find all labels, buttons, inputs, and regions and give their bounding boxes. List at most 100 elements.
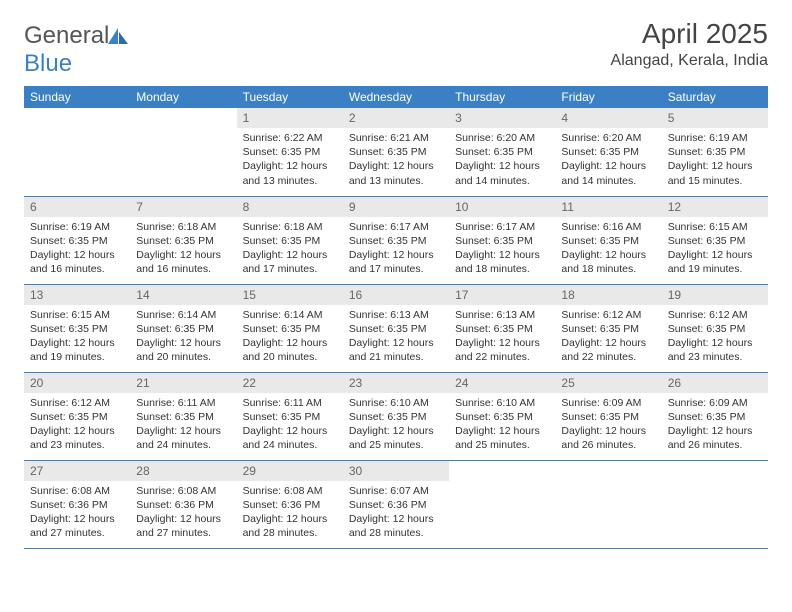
detail-line: Sunrise: 6:18 AM <box>136 220 230 234</box>
location-label: Alangad, Kerala, India <box>611 52 768 70</box>
calendar-cell: 19Sunrise: 6:12 AMSunset: 6:35 PMDayligh… <box>662 284 768 372</box>
detail-line: Sunrise: 6:09 AM <box>668 396 762 410</box>
calendar-cell: 9Sunrise: 6:17 AMSunset: 6:35 PMDaylight… <box>343 196 449 284</box>
calendar-row: 13Sunrise: 6:15 AMSunset: 6:35 PMDayligh… <box>24 284 768 372</box>
detail-line: Sunrise: 6:18 AM <box>243 220 337 234</box>
day-details: Sunrise: 6:08 AMSunset: 6:36 PMDaylight:… <box>24 481 130 547</box>
detail-line: Daylight: 12 hours <box>561 424 655 438</box>
calendar-cell: 29Sunrise: 6:08 AMSunset: 6:36 PMDayligh… <box>237 460 343 548</box>
calendar-cell: 8Sunrise: 6:18 AMSunset: 6:35 PMDaylight… <box>237 196 343 284</box>
day-number: 10 <box>449 197 555 217</box>
detail-line: Sunrise: 6:15 AM <box>30 308 124 322</box>
calendar-cell: 23Sunrise: 6:10 AMSunset: 6:35 PMDayligh… <box>343 372 449 460</box>
detail-line: and 25 minutes. <box>455 438 549 452</box>
day-header: Thursday <box>449 86 555 108</box>
calendar-cell <box>662 460 768 548</box>
detail-line: Sunrise: 6:15 AM <box>668 220 762 234</box>
detail-line: Sunrise: 6:13 AM <box>349 308 443 322</box>
day-header: Tuesday <box>237 86 343 108</box>
detail-line: Sunset: 6:35 PM <box>455 322 549 336</box>
day-details: Sunrise: 6:14 AMSunset: 6:35 PMDaylight:… <box>130 305 236 371</box>
calendar-table: SundayMondayTuesdayWednesdayThursdayFrid… <box>24 86 768 549</box>
page-header: General Blue April 2025 Alangad, Kerala,… <box>24 18 768 78</box>
calendar-cell <box>24 108 130 196</box>
logo-text: General Blue <box>24 22 129 78</box>
day-details: Sunrise: 6:18 AMSunset: 6:35 PMDaylight:… <box>237 217 343 283</box>
calendar-row: 6Sunrise: 6:19 AMSunset: 6:35 PMDaylight… <box>24 196 768 284</box>
calendar-cell: 5Sunrise: 6:19 AMSunset: 6:35 PMDaylight… <box>662 108 768 196</box>
detail-line: Sunrise: 6:19 AM <box>30 220 124 234</box>
day-details: Sunrise: 6:10 AMSunset: 6:35 PMDaylight:… <box>449 393 555 459</box>
detail-line: and 17 minutes. <box>243 262 337 276</box>
logo-sail-icon <box>107 27 129 45</box>
detail-line: Sunrise: 6:11 AM <box>136 396 230 410</box>
calendar-cell: 25Sunrise: 6:09 AMSunset: 6:35 PMDayligh… <box>555 372 661 460</box>
day-details: Sunrise: 6:12 AMSunset: 6:35 PMDaylight:… <box>662 305 768 371</box>
detail-line: Sunset: 6:35 PM <box>349 410 443 424</box>
detail-line: and 27 minutes. <box>30 526 124 540</box>
detail-line: Sunset: 6:36 PM <box>136 498 230 512</box>
detail-line: Sunset: 6:35 PM <box>561 322 655 336</box>
calendar-cell: 10Sunrise: 6:17 AMSunset: 6:35 PMDayligh… <box>449 196 555 284</box>
detail-line: Sunset: 6:35 PM <box>136 410 230 424</box>
detail-line: and 24 minutes. <box>243 438 337 452</box>
detail-line: Daylight: 12 hours <box>243 512 337 526</box>
calendar-cell: 1Sunrise: 6:22 AMSunset: 6:35 PMDaylight… <box>237 108 343 196</box>
day-details: Sunrise: 6:11 AMSunset: 6:35 PMDaylight:… <box>237 393 343 459</box>
day-number: 17 <box>449 285 555 305</box>
detail-line: Daylight: 12 hours <box>668 424 762 438</box>
detail-line: Sunrise: 6:17 AM <box>455 220 549 234</box>
calendar-cell: 20Sunrise: 6:12 AMSunset: 6:35 PMDayligh… <box>24 372 130 460</box>
day-number: 9 <box>343 197 449 217</box>
calendar-cell: 3Sunrise: 6:20 AMSunset: 6:35 PMDaylight… <box>449 108 555 196</box>
detail-line: Sunrise: 6:21 AM <box>349 131 443 145</box>
detail-line: and 19 minutes. <box>668 262 762 276</box>
detail-line: Sunrise: 6:11 AM <box>243 396 337 410</box>
day-number: 25 <box>555 373 661 393</box>
detail-line: Sunrise: 6:10 AM <box>349 396 443 410</box>
day-header-row: SundayMondayTuesdayWednesdayThursdayFrid… <box>24 86 768 108</box>
logo-word-1: General <box>24 22 109 49</box>
title-block: April 2025 Alangad, Kerala, India <box>611 18 768 70</box>
logo: General Blue <box>24 22 129 78</box>
detail-line: Sunrise: 6:08 AM <box>243 484 337 498</box>
detail-line: Sunrise: 6:20 AM <box>455 131 549 145</box>
calendar-cell: 28Sunrise: 6:08 AMSunset: 6:36 PMDayligh… <box>130 460 236 548</box>
detail-line: and 23 minutes. <box>668 350 762 364</box>
calendar-cell: 15Sunrise: 6:14 AMSunset: 6:35 PMDayligh… <box>237 284 343 372</box>
day-number: 13 <box>24 285 130 305</box>
detail-line: Daylight: 12 hours <box>30 248 124 262</box>
day-number: 21 <box>130 373 236 393</box>
day-details: Sunrise: 6:21 AMSunset: 6:35 PMDaylight:… <box>343 128 449 194</box>
detail-line: and 20 minutes. <box>136 350 230 364</box>
day-number: 3 <box>449 108 555 128</box>
detail-line: Sunset: 6:35 PM <box>30 234 124 248</box>
detail-line: Daylight: 12 hours <box>243 159 337 173</box>
detail-line: Sunset: 6:35 PM <box>30 410 124 424</box>
calendar-cell: 11Sunrise: 6:16 AMSunset: 6:35 PMDayligh… <box>555 196 661 284</box>
detail-line: Sunrise: 6:08 AM <box>136 484 230 498</box>
day-details: Sunrise: 6:17 AMSunset: 6:35 PMDaylight:… <box>343 217 449 283</box>
detail-line: Daylight: 12 hours <box>668 248 762 262</box>
detail-line: Sunrise: 6:20 AM <box>561 131 655 145</box>
detail-line: and 19 minutes. <box>30 350 124 364</box>
detail-line: Sunset: 6:35 PM <box>136 322 230 336</box>
calendar-cell: 18Sunrise: 6:12 AMSunset: 6:35 PMDayligh… <box>555 284 661 372</box>
detail-line: and 14 minutes. <box>455 174 549 188</box>
detail-line: Sunset: 6:35 PM <box>243 322 337 336</box>
day-number: 22 <box>237 373 343 393</box>
calendar-cell: 4Sunrise: 6:20 AMSunset: 6:35 PMDaylight… <box>555 108 661 196</box>
detail-line: Daylight: 12 hours <box>243 336 337 350</box>
day-details: Sunrise: 6:19 AMSunset: 6:35 PMDaylight:… <box>24 217 130 283</box>
day-number: 18 <box>555 285 661 305</box>
day-number: 26 <box>662 373 768 393</box>
detail-line: and 16 minutes. <box>136 262 230 276</box>
day-number: 19 <box>662 285 768 305</box>
calendar-cell <box>449 460 555 548</box>
detail-line: Daylight: 12 hours <box>136 424 230 438</box>
detail-line: Daylight: 12 hours <box>136 248 230 262</box>
day-details: Sunrise: 6:09 AMSunset: 6:35 PMDaylight:… <box>555 393 661 459</box>
detail-line: Daylight: 12 hours <box>349 159 443 173</box>
calendar-head: SundayMondayTuesdayWednesdayThursdayFrid… <box>24 86 768 108</box>
day-details: Sunrise: 6:12 AMSunset: 6:35 PMDaylight:… <box>24 393 130 459</box>
